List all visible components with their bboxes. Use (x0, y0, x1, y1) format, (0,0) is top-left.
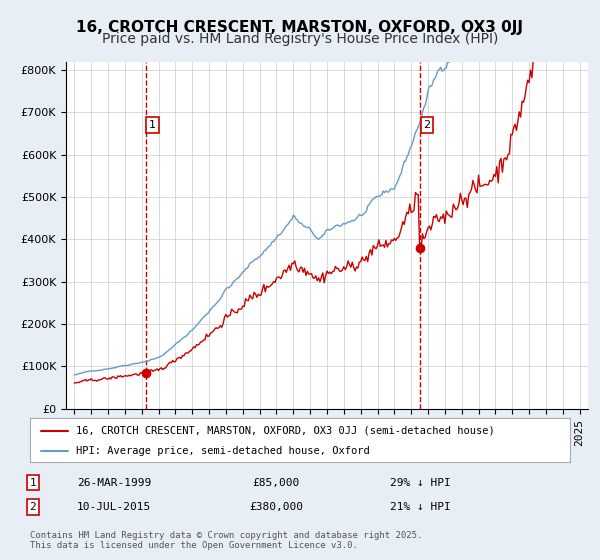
Text: 1: 1 (149, 120, 156, 130)
Text: 2: 2 (29, 502, 37, 512)
Text: £85,000: £85,000 (253, 478, 299, 488)
Text: 16, CROTCH CRESCENT, MARSTON, OXFORD, OX3 0JJ (semi-detached house): 16, CROTCH CRESCENT, MARSTON, OXFORD, OX… (76, 426, 494, 436)
Text: 29% ↓ HPI: 29% ↓ HPI (389, 478, 451, 488)
Text: Contains HM Land Registry data © Crown copyright and database right 2025.
This d: Contains HM Land Registry data © Crown c… (30, 531, 422, 550)
Text: 10-JUL-2015: 10-JUL-2015 (77, 502, 151, 512)
Text: 2: 2 (424, 120, 430, 130)
Text: 21% ↓ HPI: 21% ↓ HPI (389, 502, 451, 512)
Text: HPI: Average price, semi-detached house, Oxford: HPI: Average price, semi-detached house,… (76, 446, 370, 456)
Text: Price paid vs. HM Land Registry's House Price Index (HPI): Price paid vs. HM Land Registry's House … (102, 32, 498, 46)
Text: £380,000: £380,000 (249, 502, 303, 512)
Text: 1: 1 (29, 478, 37, 488)
Text: 16, CROTCH CRESCENT, MARSTON, OXFORD, OX3 0JJ: 16, CROTCH CRESCENT, MARSTON, OXFORD, OX… (77, 20, 523, 35)
Text: 26-MAR-1999: 26-MAR-1999 (77, 478, 151, 488)
